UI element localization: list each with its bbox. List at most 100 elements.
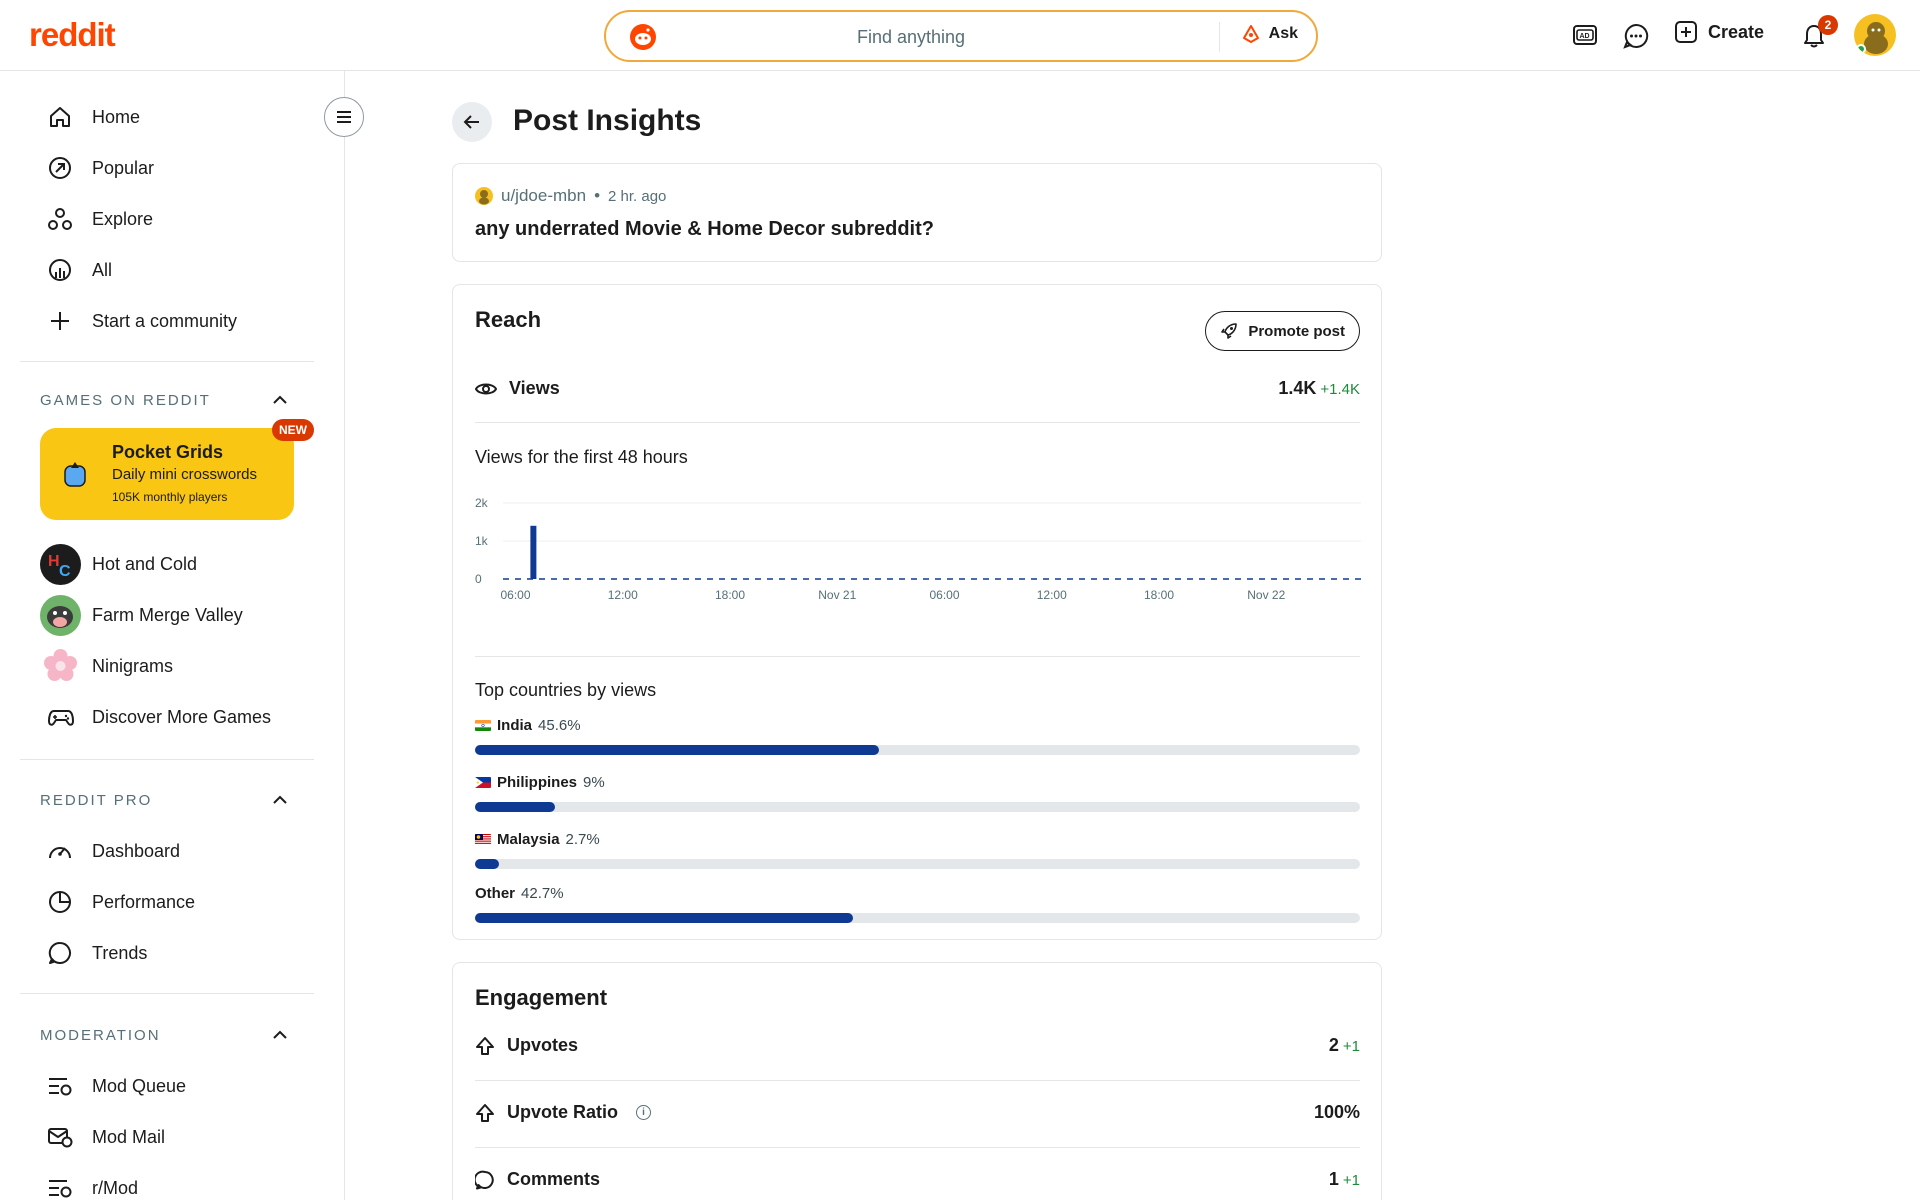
nav-all[interactable]: All <box>46 256 112 284</box>
sidebar-divider <box>20 993 314 994</box>
search-input[interactable]: Find anything <box>856 27 966 47</box>
chart-y-tick-label: 2k <box>475 496 489 510</box>
chart-y-tick-label: 1k <box>475 534 489 548</box>
malaysia-flag-icon <box>475 834 491 845</box>
farm-merge-valley-icon <box>40 595 81 636</box>
back-button[interactable] <box>452 102 492 142</box>
chart-x-tick-label: 12:00 <box>1037 588 1067 602</box>
nav-performance[interactable]: Performance <box>46 888 195 916</box>
post-time: 2 hr. ago <box>608 187 667 205</box>
upvote-icon <box>476 1036 494 1055</box>
nav-trends-label: Trends <box>92 942 148 963</box>
india-flag-icon <box>475 720 491 731</box>
chart-x-tick-label: Nov 21 <box>818 588 856 602</box>
views-metric: Views 1.4K +1.4K <box>475 378 1360 399</box>
country-row-malaysia: Malaysia 2.7% <box>475 831 1360 869</box>
explore-icon <box>46 205 74 233</box>
game-farm-merge-valley[interactable]: Farm Merge Valley <box>40 595 243 636</box>
nav-trends[interactable]: Trends <box>46 939 147 967</box>
chart-x-tick-label: Nov 22 <box>1247 588 1285 602</box>
upvote-ratio-label: Upvote Ratio <box>507 1102 619 1122</box>
reddit-pro-section-title[interactable]: REDDIT PRO <box>40 792 153 809</box>
country-percent: 9% <box>583 774 605 791</box>
post-author[interactable]: u/jdoe-mbn <box>501 186 587 205</box>
user-avatar-small <box>475 187 493 205</box>
post-summary-card[interactable]: u/jdoe-mbn • 2 hr. ago any underrated Mo… <box>452 163 1382 262</box>
nav-mod-queue-label: Mod Queue <box>92 1075 187 1096</box>
reddit-logo[interactable]: reddit <box>29 16 116 53</box>
views-label: Views <box>509 378 560 398</box>
upvotes-label: Upvotes <box>507 1035 579 1055</box>
search-bar[interactable]: Find anything Ask <box>604 10 1318 62</box>
advertise-icon[interactable]: AD <box>1570 20 1602 52</box>
country-bar-fill <box>475 802 555 812</box>
create-button[interactable]: Create <box>1674 20 1764 44</box>
ask-label: Ask <box>1268 25 1298 42</box>
popular-icon <box>46 154 74 182</box>
country-percent: 2.7% <box>565 831 600 848</box>
comments-value: 1 <box>1328 1169 1339 1189</box>
featured-game-card[interactable]: Pocket Grids Daily mini crosswords 105K … <box>40 428 294 520</box>
nav-start-community[interactable]: Start a community <box>46 307 237 335</box>
chat-icon[interactable] <box>1620 20 1652 52</box>
reach-title: Reach <box>475 307 542 332</box>
nav-explore-label: Explore <box>92 208 154 229</box>
game-farm-merge-valley-label: Farm Merge Valley <box>92 605 243 625</box>
chevron-up-icon[interactable] <box>270 1025 290 1045</box>
country-row-philippines: Philippines 9% <box>475 774 1360 812</box>
game-ninigrams[interactable]: Ninigrams <box>40 646 173 687</box>
games-section-title[interactable]: GAMES ON REDDIT <box>40 392 211 409</box>
gamepad-icon <box>40 697 81 738</box>
create-plus-icon <box>1675 21 1697 43</box>
rocket-icon <box>1221 323 1238 339</box>
chevron-up-icon[interactable] <box>270 390 290 410</box>
mod-queue-icon <box>46 1072 74 1100</box>
engagement-card: Engagement Upvotes 2 +1 Upvote Ratio i 1… <box>452 962 1382 1200</box>
chevron-up-icon[interactable] <box>270 790 290 810</box>
nav-mod-mail[interactable]: Mod Mail <box>46 1123 165 1151</box>
search-divider <box>1219 22 1220 52</box>
user-avatar[interactable] <box>1854 14 1896 56</box>
trends-icon <box>46 939 74 967</box>
chart-y-tick-label: 0 <box>475 572 482 586</box>
ask-icon <box>1242 25 1259 43</box>
collapse-sidebar-button[interactable] <box>324 97 364 137</box>
game-ninigrams-label: Ninigrams <box>92 656 174 676</box>
post-title[interactable]: any underrated Movie & Home Decor subred… <box>475 218 934 240</box>
nav-popular-label: Popular <box>92 157 155 178</box>
nav-performance-label: Performance <box>92 891 196 912</box>
svg-text:C: C <box>59 563 71 580</box>
moderation-section-title[interactable]: MODERATION <box>40 1027 161 1044</box>
ninigrams-icon <box>40 646 81 687</box>
pocket-grids-icon <box>64 462 86 487</box>
chart-title: Views for the first 48 hours <box>475 447 688 467</box>
rmod-icon <box>46 1174 74 1200</box>
promote-post-button[interactable]: Promote post <box>1205 311 1360 351</box>
nav-rmod[interactable]: r/Mod <box>46 1174 138 1200</box>
plus-icon <box>46 307 74 335</box>
promote-post-label: Promote post <box>1248 322 1345 340</box>
nav-home[interactable]: Home <box>46 103 140 131</box>
nav-explore[interactable]: Explore <box>46 205 153 233</box>
featured-game-title: Pocket Grids <box>112 442 224 462</box>
nav-rmod-label: r/Mod <box>92 1177 139 1198</box>
game-discover-more[interactable]: Discover More Games <box>40 697 271 738</box>
views-chart: 0 1k 2k 06:00 12:00 18:00 Nov 21 06:00 12:00 18:0… <box>475 496 1361 602</box>
comments-label: Comments <box>507 1169 601 1189</box>
nav-dashboard[interactable]: Dashboard <box>46 837 180 865</box>
nav-popular[interactable]: Popular <box>46 154 154 182</box>
featured-game-subtitle: Daily mini crosswords <box>112 466 258 483</box>
arrow-left-icon <box>463 115 479 129</box>
ask-button[interactable]: Ask <box>1241 24 1298 44</box>
nav-start-community-label: Start a community <box>92 310 238 331</box>
info-icon[interactable]: i <box>636 1105 652 1120</box>
chart-x-tick-label: 18:00 <box>1144 588 1174 602</box>
engagement-title: Engagement <box>475 985 608 1010</box>
country-percent: 42.7% <box>521 885 564 902</box>
nav-mod-queue[interactable]: Mod Queue <box>46 1072 186 1100</box>
country-bar-track <box>475 802 1360 812</box>
post-meta: u/jdoe-mbn • 2 hr. ago <box>475 186 666 206</box>
game-hot-and-cold-label: Hot and Cold <box>92 554 198 574</box>
nav-home-label: Home <box>92 106 141 127</box>
